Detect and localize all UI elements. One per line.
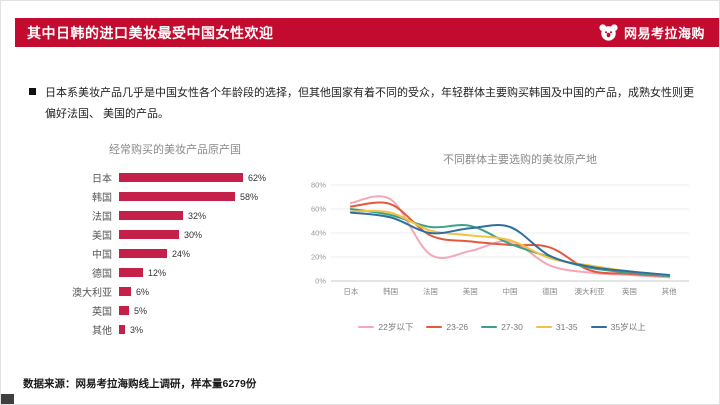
bullet-row: 日本系美妆产品几乎是中国女性各个年龄段的选择，但其他国家有着不同的受众，年轻群体… bbox=[29, 83, 695, 125]
bar-value-label: 24% bbox=[172, 248, 191, 259]
line-chart: 不同群体主要选购的美妆原产地 0% 20% 40% 60% 80% 日本 韩国 法国 美国 中国 德… bbox=[297, 151, 707, 333]
line-chart-legend: 22岁以下 23-26 27-30 31-35 35岁以上 bbox=[297, 321, 707, 333]
bar-category-label: 法国 bbox=[92, 212, 112, 223]
bar-row: 日本 62% bbox=[57, 172, 293, 186]
y-tick-label: 40% bbox=[311, 229, 326, 238]
legend-swatch bbox=[535, 326, 552, 328]
bar-row: 韩国 58% bbox=[57, 191, 293, 205]
bar bbox=[119, 192, 235, 201]
data-source-note: 数据来源：网易考拉海购线上调研，样本量6279份 bbox=[23, 378, 257, 390]
series-line-35岁以上 bbox=[349, 211, 671, 276]
bar-row: 中国 24% bbox=[57, 248, 293, 262]
bar-category-label: 英国 bbox=[92, 307, 112, 318]
bar-value-label: 62% bbox=[248, 172, 267, 183]
legend-item: 35岁以上 bbox=[590, 321, 646, 333]
x-tick-label: 德国 bbox=[542, 286, 557, 296]
bar-category-label: 德国 bbox=[92, 269, 112, 280]
bar-row: 德国 12% bbox=[57, 267, 293, 281]
bar bbox=[119, 306, 129, 315]
x-tick-label: 韩国 bbox=[383, 286, 398, 296]
bar-value-label: 5% bbox=[134, 305, 148, 316]
legend-item: 27-30 bbox=[481, 321, 523, 333]
bar-chart-rows: 日本 62% 韩国 58% 法国 32% 美国 30% 中国 24% 德国 12% 澳大利亚 6% 英国 5%… bbox=[57, 172, 293, 338]
bar-row: 英国 5% bbox=[57, 305, 293, 319]
brand-name: 网易考拉海购 bbox=[623, 26, 705, 41]
bar-chart: 经常购买的美妆产品原产国 日本 62% 韩国 58% 法国 32% 美国 30% 中国 24% 德国… bbox=[57, 141, 293, 338]
x-tick-label: 英国 bbox=[622, 286, 637, 296]
series-line-27-30 bbox=[349, 208, 671, 278]
x-tick-label: 法国 bbox=[423, 286, 438, 296]
bar-category-label: 日本 bbox=[92, 174, 112, 185]
bar-row: 法国 32% bbox=[57, 210, 293, 224]
bar bbox=[119, 325, 125, 334]
y-tick-label: 0% bbox=[315, 277, 326, 286]
bar bbox=[119, 287, 131, 296]
legend-swatch bbox=[590, 326, 607, 328]
legend-item: 23-26 bbox=[426, 321, 468, 333]
bar bbox=[119, 268, 143, 277]
bar-row: 美国 30% bbox=[57, 229, 293, 243]
bullet-text: 日本系美妆产品几乎是中国女性各个年龄段的选择，但其他国家有着不同的受众，年轻群体… bbox=[45, 87, 694, 120]
bar-value-label: 30% bbox=[184, 229, 203, 240]
x-tick-label: 中国 bbox=[503, 286, 518, 296]
brand: 网易考拉海购 bbox=[599, 23, 705, 42]
legend-swatch bbox=[426, 326, 443, 328]
legend-swatch bbox=[481, 326, 498, 328]
series-line-23-26 bbox=[349, 201, 671, 278]
x-tick-label: 澳大利亚 bbox=[575, 286, 605, 296]
legend-swatch bbox=[358, 326, 375, 328]
legend-label: 27-30 bbox=[501, 322, 523, 332]
bar-category-label: 澳大利亚 bbox=[72, 288, 112, 299]
legend-label: 23-26 bbox=[446, 322, 469, 332]
y-tick-label: 80% bbox=[311, 181, 326, 190]
bar-value-label: 58% bbox=[240, 191, 259, 202]
line-chart-svg: 0% 20% 40% 60% 80% 日本 韩国 法国 美国 中国 德国 澳大利亚 英国 其他 bbox=[311, 181, 689, 296]
page-title: 其中日韩的进口美妆最受中国女性欢迎 bbox=[27, 24, 274, 41]
legend-label: 35岁以上 bbox=[610, 322, 646, 332]
bar-row: 其他 3% bbox=[57, 324, 293, 338]
bullet-marker-icon bbox=[29, 88, 36, 95]
bar-category-label: 美国 bbox=[92, 231, 112, 242]
y-tick-label: 20% bbox=[311, 253, 326, 262]
bar-category-label: 其他 bbox=[92, 326, 112, 337]
bar bbox=[119, 230, 179, 239]
legend-item: 31-35 bbox=[535, 321, 578, 333]
bar-value-label: 6% bbox=[136, 286, 150, 297]
legend-label: 31-35 bbox=[555, 322, 578, 332]
legend-item: 22岁以下 bbox=[358, 321, 413, 333]
corner-decoration bbox=[1, 394, 14, 404]
bar bbox=[119, 173, 243, 182]
y-tick-label: 60% bbox=[311, 205, 326, 214]
x-tick-label: 其他 bbox=[662, 286, 678, 296]
bar bbox=[119, 211, 183, 220]
bar-chart-title: 经常购买的美妆产品原产国 bbox=[109, 144, 241, 156]
titlebar: 其中日韩的进口美妆最受中国女性欢迎 网易考拉海购 bbox=[15, 18, 719, 47]
bar-value-label: 12% bbox=[148, 267, 167, 278]
bar-category-label: 韩国 bbox=[92, 193, 112, 204]
bar-category-label: 中国 bbox=[92, 250, 112, 261]
legend-label: 22岁以下 bbox=[378, 322, 414, 332]
x-tick-label: 美国 bbox=[463, 286, 478, 296]
line-chart-title: 不同群体主要选购的美妆原产地 bbox=[443, 154, 597, 166]
bar-row: 澳大利亚 6% bbox=[57, 286, 293, 300]
x-tick-label: 日本 bbox=[343, 286, 358, 296]
bar bbox=[119, 249, 167, 258]
bar-value-label: 32% bbox=[188, 210, 207, 221]
kaola-logo-icon bbox=[599, 23, 618, 42]
bar-value-label: 3% bbox=[130, 324, 144, 335]
